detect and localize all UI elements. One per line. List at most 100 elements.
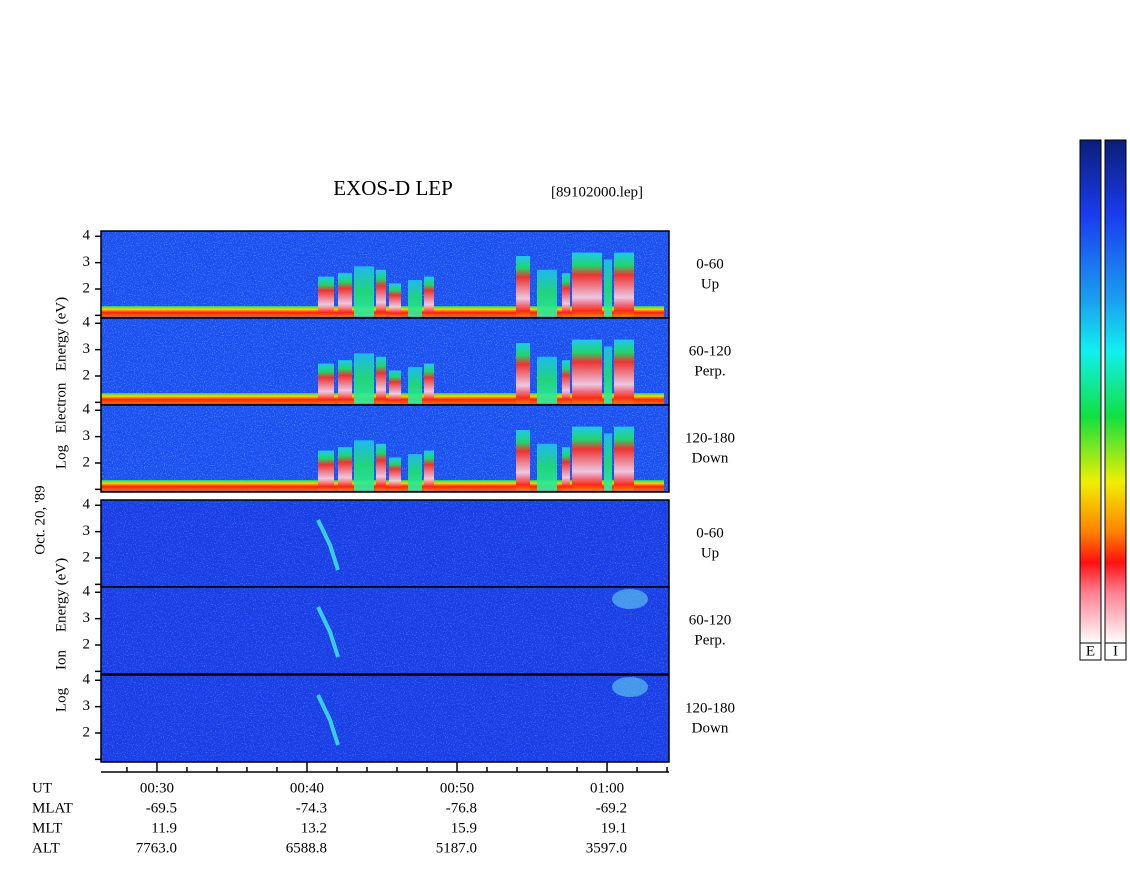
y-tick-label: 4 — [83, 228, 91, 244]
colorbar-label: E — [1086, 643, 1095, 659]
spectrogram-streak — [316, 606, 340, 658]
spectrogram-burst — [376, 356, 386, 404]
panel-direction: Up — [701, 545, 719, 561]
orbit-row-label: UT — [32, 780, 52, 796]
orbit-value: 7763.0 — [136, 840, 177, 856]
y-tick-label: 4 — [83, 315, 91, 331]
ion-panel: 2 3 4 60-120 Perp. — [83, 584, 732, 675]
spectrogram-burst — [604, 433, 612, 491]
y-tick-label: 3 — [83, 610, 91, 626]
orbit-row-label: ALT — [32, 840, 60, 856]
spectrogram-burst — [338, 360, 352, 404]
x-tick-label: 01:00 — [590, 780, 624, 796]
orbit-value: 3597.0 — [586, 840, 627, 856]
panel-direction: Perp. — [694, 363, 725, 379]
spectrogram-burst — [614, 339, 634, 404]
spectrogram-patch — [612, 589, 648, 609]
spectrogram-noise — [101, 587, 669, 674]
y-tick-label: 2 — [83, 367, 91, 383]
colorbar — [1104, 139, 1127, 644]
panel-direction: Perp. — [694, 632, 725, 648]
panel-frame — [100, 586, 670, 675]
panel-angle: 60-120 — [689, 612, 732, 628]
spectrogram-noise — [101, 500, 669, 587]
panel-angle: 120-180 — [685, 700, 735, 716]
spectrogram-burst — [562, 447, 570, 491]
spectrogram-burst — [408, 454, 422, 491]
y-tick-label: 3 — [83, 341, 91, 357]
spectrogram-burst — [604, 259, 612, 317]
orbit-value: -69.2 — [596, 800, 627, 816]
y-tick-label: 2 — [83, 454, 91, 470]
panel-direction: Up — [701, 276, 719, 292]
y-tick-label: 4 — [83, 402, 91, 418]
colorbar-label-box — [1104, 642, 1127, 661]
spectrogram-burst — [389, 457, 401, 491]
y-tick-label: 2 — [83, 636, 91, 652]
date-label: Oct. 20, '89 — [32, 485, 48, 554]
y-axis-label: Ion — [53, 650, 69, 670]
electron-panel: 2 3 4 60-120 Perp. — [83, 315, 732, 406]
orbit-value: 5187.0 — [436, 840, 477, 856]
electron-panel: 2 3 4 120-180 Down — [83, 402, 735, 493]
panel-direction: Down — [692, 720, 729, 736]
y-axis-label: Energy (eV) — [53, 558, 69, 632]
spectrogram-burst — [516, 256, 530, 317]
spectrogram-burst — [572, 426, 602, 491]
spectrogram-burst — [614, 252, 634, 317]
spectrogram-burst — [537, 443, 557, 491]
panel-frame — [100, 404, 670, 493]
panel-angle: 0-60 — [696, 256, 724, 272]
spectrogram-burst — [614, 426, 634, 491]
y-axis-label: Log — [53, 687, 69, 712]
spectrogram-burst — [354, 266, 374, 317]
x-tick-label: 00:40 — [290, 780, 324, 796]
spectrogram-patch — [612, 677, 648, 697]
spectrogram-burst — [537, 269, 557, 317]
spectrogram-burst — [318, 276, 334, 317]
spectrogram-burst — [318, 450, 334, 491]
spectrogram-burst — [354, 353, 374, 404]
y-tick-label: 3 — [83, 254, 91, 270]
y-tick-label: 3 — [83, 523, 91, 539]
y-tick-label: 4 — [83, 672, 91, 688]
x-tick-label: 00:30 — [140, 780, 174, 796]
spectrogram-streak — [316, 519, 340, 571]
y-tick-label: 2 — [83, 724, 91, 740]
y-axis-label: Electron — [53, 382, 69, 433]
panel-frame — [100, 674, 670, 763]
y-tick-label: 2 — [83, 280, 91, 296]
spectrogram-burst — [424, 450, 434, 491]
y-tick-label: 3 — [83, 698, 91, 714]
orbit-value: 6588.8 — [286, 840, 327, 856]
orbit-value: 13.2 — [301, 820, 327, 836]
colorbar-label-box — [1079, 642, 1102, 661]
y-axis-label: Energy (eV) — [53, 297, 69, 371]
spectrogram-burst — [376, 269, 386, 317]
spectrogram-burst — [376, 443, 386, 491]
y-tick-label: 4 — [83, 584, 91, 600]
orbit-value: -69.5 — [146, 800, 177, 816]
orbit-row-label: MLT — [32, 820, 62, 836]
panel-angle: 0-60 — [696, 525, 724, 541]
spectrogram-burst — [318, 363, 334, 404]
spectrogram-burst — [516, 343, 530, 404]
spectrogram-burst — [389, 283, 401, 317]
y-tick-label: 2 — [83, 549, 91, 565]
chart-title: EXOS-D LEP — [333, 176, 453, 200]
y-tick-label: 3 — [83, 428, 91, 444]
electron-panel: 2 3 4 0-60 Up — [83, 228, 724, 319]
panel-angle: 60-120 — [689, 343, 732, 359]
spectrogram-burst — [562, 273, 570, 317]
panel-angle: 120-180 — [685, 430, 735, 446]
orbit-row-label: MLAT — [32, 800, 73, 816]
spectrogram-burst — [338, 273, 352, 317]
orbit-value: 11.9 — [151, 820, 177, 836]
spectrogram-noise — [101, 675, 669, 762]
spectrogram-burst — [572, 339, 602, 404]
spectrogram-burst — [537, 356, 557, 404]
spectrogram-burst — [572, 252, 602, 317]
